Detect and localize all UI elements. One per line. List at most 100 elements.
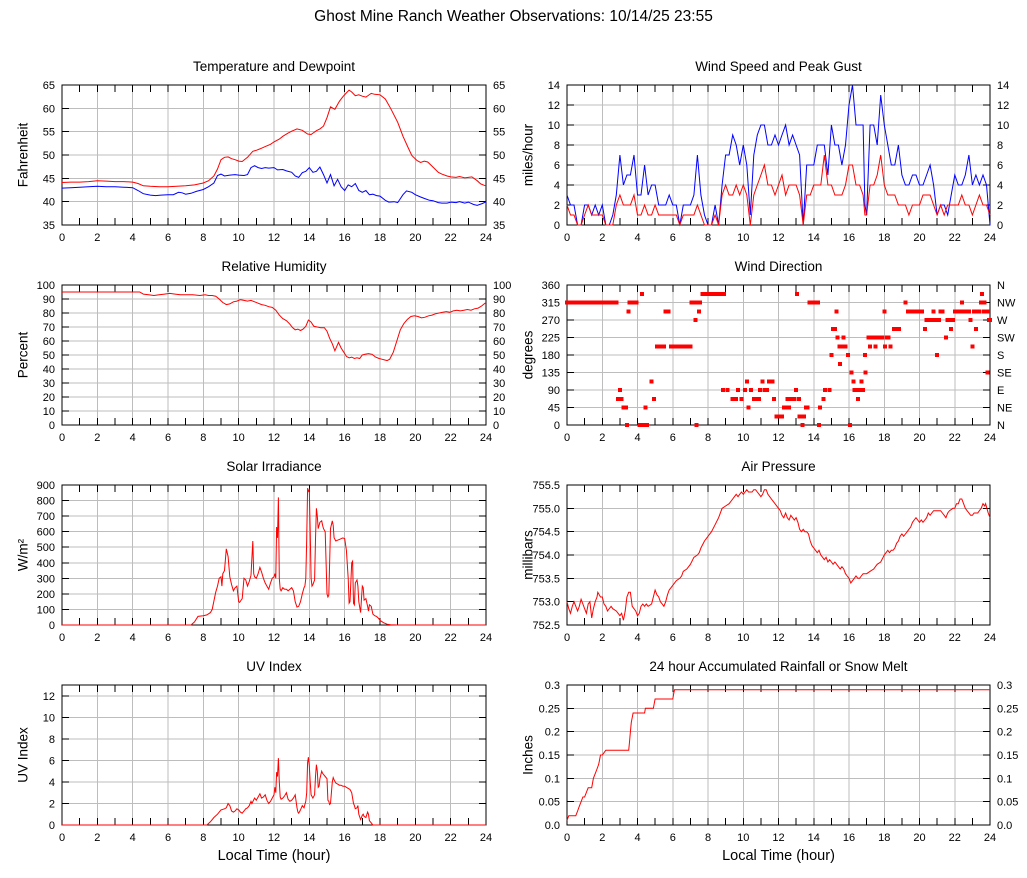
- scatter-point: [739, 396, 744, 401]
- scatter-point: [616, 396, 621, 401]
- scatter-point: [839, 344, 844, 349]
- y-tick-label: 753.5: [532, 573, 560, 585]
- series-line: [61, 89, 487, 188]
- y-tick-label-right: 35: [493, 220, 505, 232]
- chart-title: UV Index: [246, 659, 302, 674]
- plot-border: [61, 684, 487, 826]
- solar-irradiance-plot: 0 2 4 6 8 10 12 14 16 18 20 22 240100200300400500600…: [37, 480, 492, 644]
- y-tick-label-right: 0.2: [997, 727, 1012, 739]
- y-tick-label: 50: [43, 150, 55, 162]
- x-tick-label: 16: [843, 232, 855, 244]
- air-pressure-plot: 0 2 4 6 8 10 12 14 16 18 20 22 24752.5753.0753.5754.…: [532, 480, 996, 644]
- scatter-point: [735, 388, 740, 392]
- scatter-point: [614, 300, 619, 305]
- series-line: [566, 689, 990, 821]
- x-tick-label: 12: [268, 432, 280, 444]
- series-line: [62, 487, 486, 626]
- x-tick-label: 4: [130, 632, 136, 644]
- x-tick-label: 2: [599, 632, 605, 644]
- x-tick-label: 22: [445, 632, 457, 644]
- scatter-point: [979, 300, 984, 305]
- x-tick-label: 18: [374, 432, 386, 444]
- scatter-point: [693, 318, 698, 322]
- x-tick-label: 10: [233, 832, 245, 844]
- y-tick-label-right: 8: [997, 140, 1003, 152]
- y-tick-label: 60: [43, 103, 55, 115]
- y-tick-label: 2: [554, 200, 560, 212]
- x-tick-label: 0: [59, 432, 65, 444]
- x-axis-label: Local Time (hour): [217, 848, 331, 864]
- x-tick-label: 4: [130, 832, 136, 844]
- y-tick-label: 0.2: [545, 727, 560, 739]
- x-tick-label: 22: [949, 232, 961, 244]
- chart-title: Relative Humidity: [221, 259, 327, 274]
- plot-border: [566, 684, 991, 826]
- y-tick-label: 360: [542, 280, 560, 292]
- y-tick-label: 4: [554, 180, 560, 192]
- scatter-point: [652, 396, 657, 401]
- y-tick-label: 600: [37, 527, 55, 539]
- series-line: [566, 84, 991, 226]
- scatter-point: [624, 405, 629, 410]
- scatter-point: [780, 414, 785, 419]
- x-tick-label: 4: [634, 232, 640, 244]
- chart-title: Wind Direction: [734, 259, 823, 274]
- y-tick-label-right: 65: [493, 80, 505, 92]
- y-tick-label: 0.25: [539, 703, 560, 715]
- x-tick-label: 6: [670, 832, 676, 844]
- x-tick-label: 8: [705, 432, 711, 444]
- x-tick-label: 20: [409, 232, 421, 244]
- y-tick-label-right: 55: [493, 127, 505, 139]
- y-tick-label-right: 14: [997, 80, 1009, 92]
- chart-rainfall: 24 hour Accumulated Rainfall or Snow Mel…: [513, 648, 1026, 878]
- y-tick-label: 0: [49, 820, 55, 832]
- x-tick-label: 12: [268, 232, 280, 244]
- scatter-point: [765, 388, 770, 392]
- series-line: [62, 291, 487, 362]
- x-tick-label: 4: [130, 432, 136, 444]
- x-tick-label: 24: [480, 232, 492, 244]
- y-tick-label-right: NE: [997, 403, 1012, 415]
- x-tick-label: 16: [339, 432, 351, 444]
- x-tick-label: 24: [480, 432, 492, 444]
- chart-solar-irradiance: Solar Irradiance W/m² 0 2 4 6 8 10 12 14 16 18 20 2…: [0, 448, 513, 648]
- scatter-point: [886, 335, 891, 340]
- scatter-point: [897, 326, 902, 331]
- y-tick-label: 0.0: [545, 820, 560, 832]
- scatter-point: [697, 309, 702, 314]
- x-tick-label: 6: [670, 432, 676, 444]
- y-tick-label: 8: [554, 140, 560, 152]
- scatter-point: [649, 379, 654, 384]
- x-tick-label: 4: [130, 232, 136, 244]
- scatter-point: [968, 318, 973, 322]
- y-tick-label-right: SW: [997, 333, 1015, 345]
- y-tick-label: 35: [43, 220, 55, 232]
- scatter-point: [847, 423, 852, 427]
- scatter-point: [781, 405, 786, 410]
- scatter-point: [661, 344, 666, 349]
- y-tick-label-right: 0: [997, 220, 1003, 232]
- y-tick-label: 14: [548, 80, 560, 92]
- x-tick-label: 6: [165, 232, 171, 244]
- y-tick-label-right: 20: [493, 392, 505, 404]
- scatter-point: [744, 379, 749, 384]
- y-tick-label: 100: [37, 604, 55, 616]
- series-line: [62, 757, 486, 826]
- scatter-point: [805, 405, 810, 410]
- x-tick-label: 12: [772, 232, 784, 244]
- y-tick-label: 6: [49, 755, 55, 767]
- y-tick-label: 400: [37, 558, 55, 570]
- x-tick-label: 4: [634, 632, 640, 644]
- y-tick-label: 30: [43, 378, 55, 390]
- y-tick-label-right: 70: [493, 322, 505, 334]
- scatter-point: [849, 370, 854, 375]
- series-line: [61, 165, 487, 206]
- x-tick-label: 10: [737, 632, 749, 644]
- x-tick-label: 16: [843, 432, 855, 444]
- scatter-point: [694, 423, 699, 427]
- y-tick-label-right: 60: [493, 103, 505, 115]
- scatter-point: [634, 300, 639, 305]
- scatter-point: [692, 300, 697, 305]
